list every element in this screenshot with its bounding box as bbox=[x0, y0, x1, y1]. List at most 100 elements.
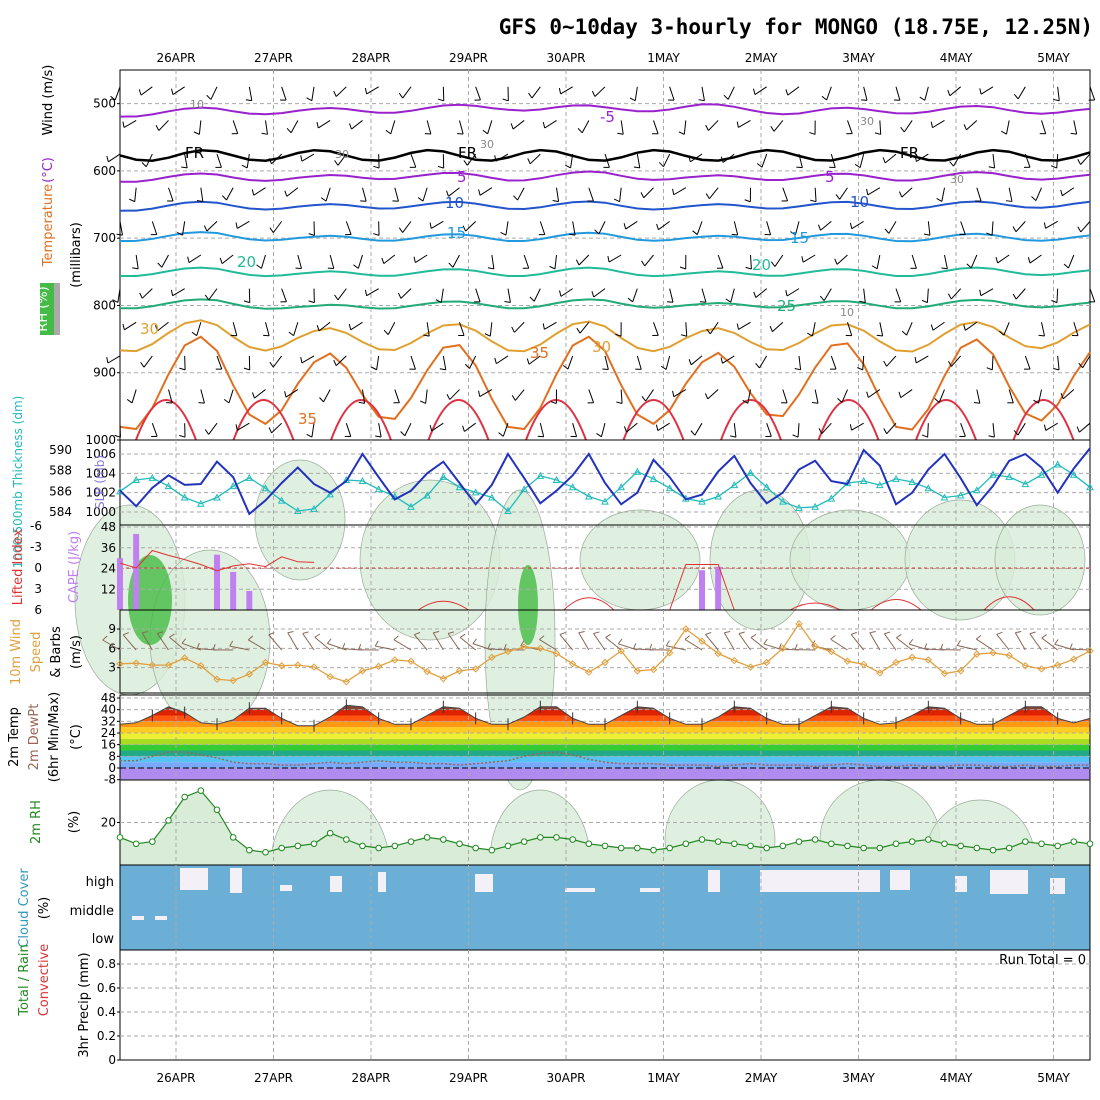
wind-barb bbox=[888, 221, 897, 234]
wind-barb bbox=[539, 221, 546, 235]
wind-barb-flag bbox=[792, 434, 799, 438]
wind-barb bbox=[394, 187, 399, 202]
wind10-barb bbox=[447, 633, 460, 651]
wind-barb bbox=[362, 187, 367, 202]
rh2m-point bbox=[472, 844, 479, 852]
wind-barb-flag bbox=[729, 435, 737, 438]
wind-barb-flag bbox=[139, 292, 143, 299]
wind-barb bbox=[608, 254, 622, 263]
wind10-barb-flag bbox=[247, 635, 254, 641]
wind-barb bbox=[237, 422, 250, 431]
cape-bar bbox=[117, 558, 123, 610]
wind-barb bbox=[544, 321, 557, 330]
rh2m-point bbox=[650, 846, 657, 854]
rh2m-point bbox=[634, 844, 641, 852]
wind-barb-flag bbox=[106, 357, 109, 364]
rh2m-point bbox=[779, 842, 787, 850]
wind-barb-flag bbox=[487, 267, 494, 270]
wind-barb-flag bbox=[364, 87, 368, 95]
wind-barb bbox=[475, 86, 481, 101]
temp-band bbox=[120, 705, 1090, 710]
wind-barb bbox=[281, 86, 287, 101]
rh2m-point bbox=[811, 836, 819, 843]
thickness-point bbox=[875, 481, 884, 489]
wind-barb-flag bbox=[562, 364, 569, 370]
wind-barb bbox=[755, 288, 767, 298]
wind-barb bbox=[141, 288, 153, 299]
wind-barb bbox=[487, 120, 493, 134]
wind-barb bbox=[938, 389, 945, 403]
rh2m-point bbox=[423, 834, 431, 841]
wind-barb bbox=[200, 389, 205, 404]
wind-barb-flag bbox=[565, 164, 571, 169]
wind-y-tick: 6 bbox=[108, 641, 116, 655]
wind-barb-flag bbox=[576, 327, 581, 334]
rh2m-point bbox=[488, 846, 496, 854]
rh2m-point bbox=[326, 829, 334, 837]
contour-label: 30 bbox=[950, 173, 964, 186]
wind-barb-flag bbox=[986, 367, 993, 371]
thickness-point bbox=[293, 506, 302, 514]
wind-barb bbox=[301, 355, 315, 364]
wind-barb bbox=[690, 153, 703, 163]
thickness-point bbox=[374, 485, 383, 493]
x-tick-bottom: 5MAY bbox=[1037, 1071, 1070, 1085]
temp-band bbox=[120, 762, 1090, 768]
wind-barb bbox=[285, 389, 299, 398]
temp-band bbox=[120, 756, 1090, 763]
wind-barb bbox=[830, 153, 836, 168]
wind-barb bbox=[131, 389, 137, 404]
wind-barb bbox=[325, 187, 331, 202]
wind-barb bbox=[431, 422, 444, 432]
temp-band bbox=[120, 733, 1090, 739]
wind-barb-flag bbox=[986, 232, 993, 236]
wind-barb bbox=[653, 120, 659, 134]
wind10-barb bbox=[578, 632, 590, 651]
wind-barb-flag bbox=[549, 265, 556, 270]
wind10-point bbox=[924, 656, 933, 664]
wind-barb bbox=[311, 86, 315, 101]
wind-barb bbox=[619, 187, 622, 202]
wind-barb-flag bbox=[900, 126, 905, 133]
wind10-barb bbox=[957, 644, 977, 651]
wind-barb-flag bbox=[383, 329, 389, 335]
temp-y-tick: 32 bbox=[101, 714, 116, 728]
wind-barb bbox=[895, 86, 901, 101]
wind-barb bbox=[272, 221, 283, 233]
wind-barb-flag bbox=[251, 189, 255, 196]
wind-barb-flag bbox=[921, 299, 928, 304]
wind10-point bbox=[1037, 665, 1046, 673]
wind10-barb-flag bbox=[520, 640, 525, 647]
wind-barb-flag bbox=[439, 368, 446, 371]
ylabel-barbs: & Barbs bbox=[49, 626, 64, 678]
wind10-barb-flag bbox=[738, 631, 745, 635]
wind-barb-flag bbox=[678, 131, 685, 135]
wind-barb bbox=[657, 422, 670, 431]
wind-barb-flag bbox=[1051, 165, 1057, 169]
wind-barb-flag bbox=[860, 99, 868, 101]
cloud-y-tick: high bbox=[86, 875, 114, 890]
precip-y-tick: 0.8 bbox=[97, 957, 116, 971]
wind10-barb bbox=[1014, 632, 1026, 651]
wind-barb-flag bbox=[308, 233, 315, 236]
wind-barb bbox=[123, 120, 137, 128]
rh-contour bbox=[254, 459, 346, 581]
wind10-point bbox=[746, 663, 755, 671]
wind-barb-flag bbox=[243, 367, 250, 371]
wind-barb bbox=[900, 389, 913, 399]
wind-barb-flag bbox=[679, 266, 686, 270]
wind-barb bbox=[507, 288, 511, 303]
wind-barb-flag bbox=[883, 428, 888, 434]
wind10-barb bbox=[141, 632, 153, 651]
wind-barb-flag bbox=[752, 88, 756, 95]
rh2m-point bbox=[569, 836, 576, 843]
wind-barb-flag bbox=[373, 233, 380, 236]
wind-barb bbox=[366, 288, 379, 297]
wind-barb-flag bbox=[179, 434, 186, 438]
isotherm-15 bbox=[119, 231, 1091, 243]
wind-barb bbox=[1080, 221, 1091, 233]
wind-barb-flag bbox=[1031, 196, 1037, 201]
wind-barb bbox=[750, 254, 752, 270]
temp-band bbox=[120, 709, 1090, 716]
wind-barb-flag bbox=[552, 200, 559, 203]
